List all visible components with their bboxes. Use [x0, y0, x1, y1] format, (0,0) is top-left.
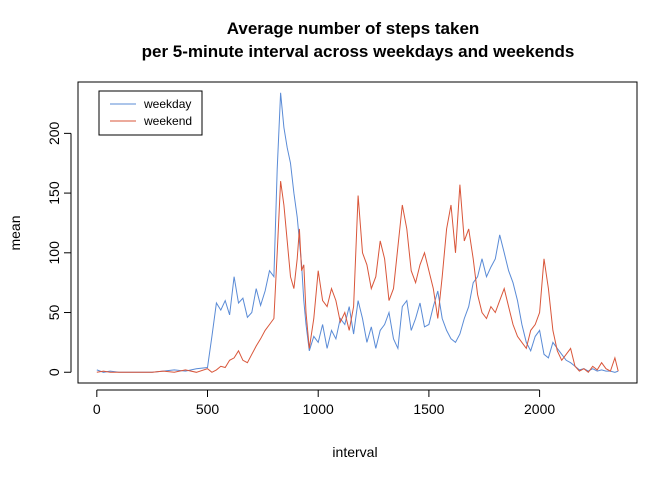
y-axis: 0 50 100 150 200 [46, 121, 72, 376]
x-tick-label: 1000 [303, 401, 334, 417]
y-tick-label: 0 [46, 368, 62, 376]
legend: weekday weekend [98, 90, 203, 136]
x-tick-label: 0 [93, 401, 101, 417]
chart-subtitle: per 5-minute interval across weekdays an… [142, 42, 575, 61]
series-line-weekend [96, 181, 619, 374]
y-tick-label: 200 [46, 121, 62, 145]
chart-title: Average number of steps taken [227, 19, 480, 38]
y-tick-label: 150 [46, 181, 62, 205]
series-line-weekday [96, 92, 619, 373]
y-tick-label: 100 [46, 241, 62, 265]
x-tick-label: 2000 [524, 401, 555, 417]
plot-frame [77, 81, 638, 384]
legend-box [98, 90, 203, 136]
x-tick-label: 500 [196, 401, 220, 417]
y-tick-label: 50 [46, 305, 62, 321]
x-tick-label: 1500 [413, 401, 444, 417]
x-axis: 0 500 1000 1500 2000 [93, 389, 555, 417]
x-axis-label: interval [332, 444, 377, 460]
series-layer [96, 92, 619, 374]
legend-label-weekday: weekday [143, 97, 191, 111]
legend-label-weekend: weekend [143, 114, 192, 128]
y-axis-label: mean [7, 215, 23, 250]
